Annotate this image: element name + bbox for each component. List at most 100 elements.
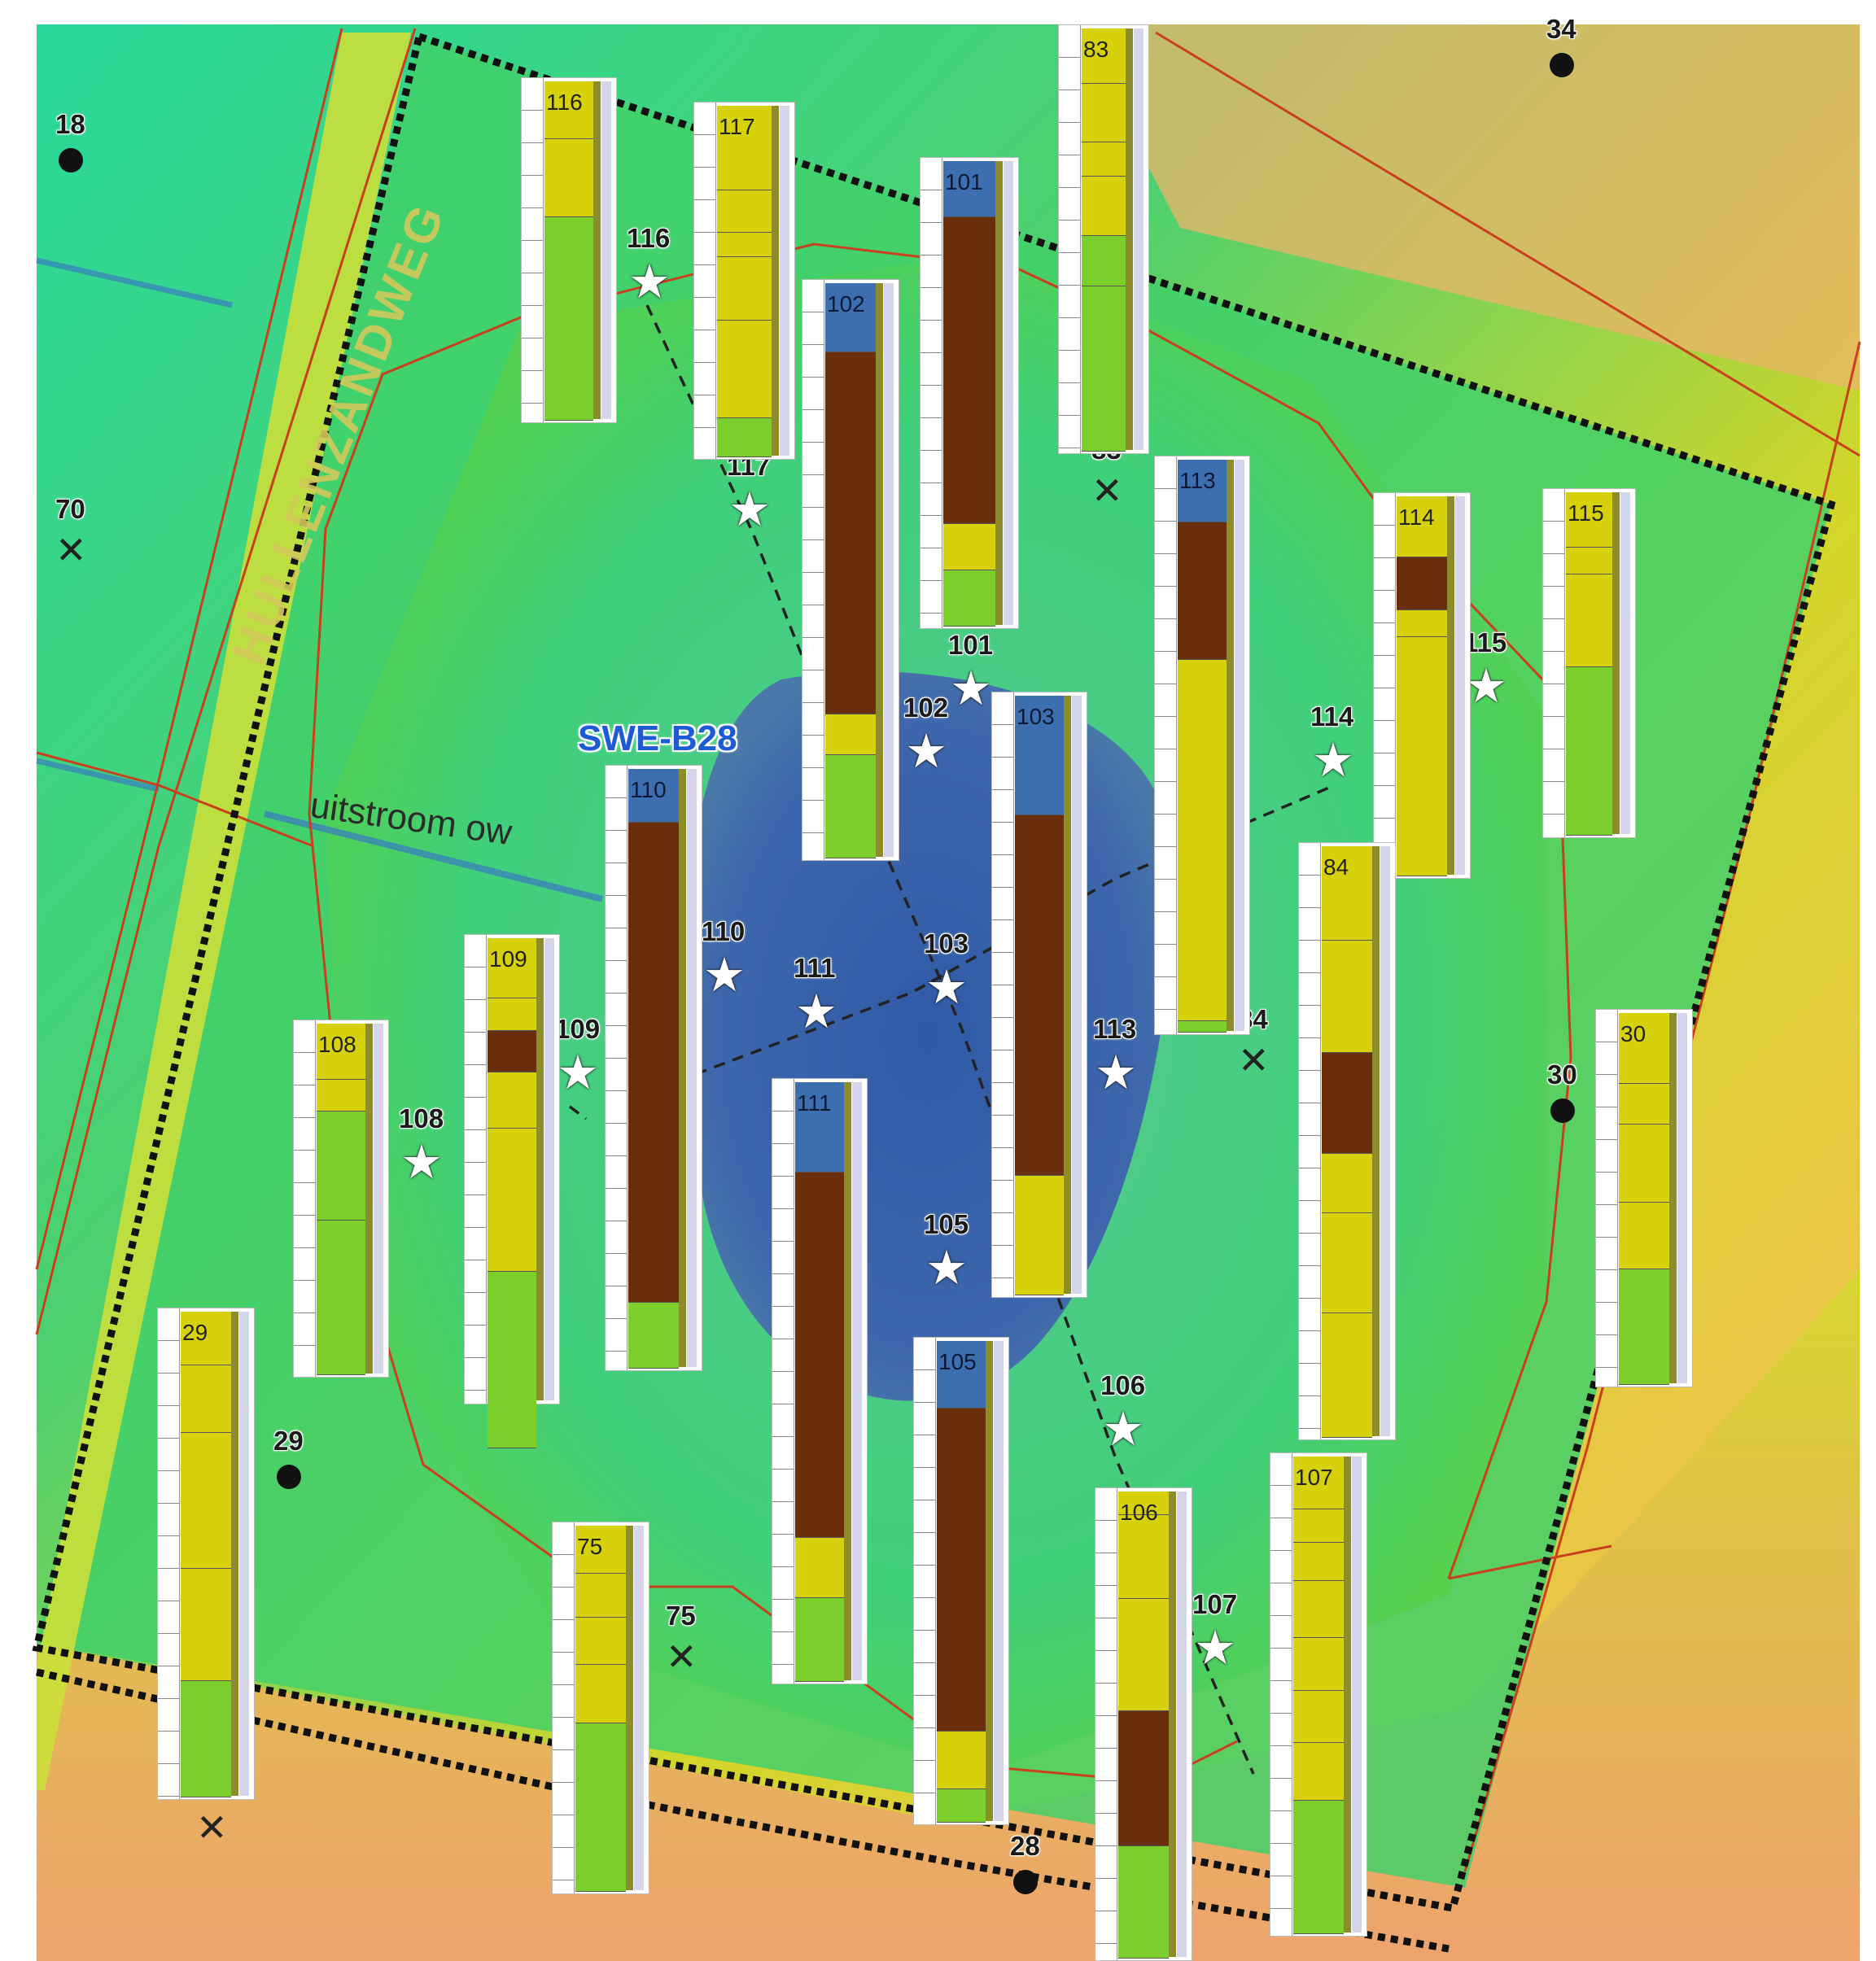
borehole-star-icon[interactable]: ★	[728, 483, 771, 536]
layer-sand	[717, 320, 772, 419]
lithology-column	[1178, 456, 1227, 1034]
layer-water	[1015, 696, 1064, 816]
layer-sand	[1322, 1313, 1372, 1438]
layer-sand	[1566, 492, 1612, 548]
layer-sand	[1015, 1175, 1064, 1295]
depth-scale	[1543, 489, 1565, 837]
point-label: 105	[924, 1209, 969, 1239]
borehole-star-icon[interactable]: ★	[925, 961, 968, 1014]
layer-sand	[1293, 1638, 1344, 1691]
ditch-north	[36, 257, 233, 308]
borehole-log[interactable]: 115	[1542, 488, 1636, 838]
point-label: 106	[1100, 1370, 1146, 1400]
lithology-column	[1082, 25, 1126, 453]
borehole-star-icon[interactable]: ★	[1095, 1046, 1137, 1099]
layer-clay	[717, 418, 772, 457]
layer-sand	[1619, 1013, 1669, 1084]
layer-sand	[488, 998, 536, 1031]
depth-scale	[553, 1522, 575, 1893]
layer-sand	[1082, 177, 1126, 236]
borehole-log-title: 107	[1295, 1465, 1333, 1490]
texture-strip	[365, 1024, 373, 1374]
layer-sand	[943, 524, 995, 571]
borehole-log[interactable]: 110	[605, 765, 702, 1371]
borehole-log[interactable]: 29	[157, 1308, 255, 1800]
borehole-log[interactable]: 103	[991, 692, 1087, 1298]
existing-point-dot-icon[interactable]	[1550, 53, 1574, 77]
borehole-star-icon[interactable]: ★	[950, 662, 992, 715]
texture-strip	[593, 81, 601, 419]
borehole-log-title: 109	[489, 946, 527, 972]
point-label: 111	[794, 953, 836, 983]
layer-clay	[544, 216, 593, 421]
cross-point-icon[interactable]: ✕	[55, 528, 87, 572]
borehole-log[interactable]: 75	[552, 1522, 649, 1894]
borehole-star-icon[interactable]: ★	[628, 255, 671, 308]
layer-clay	[1566, 667, 1612, 836]
borehole-star-icon[interactable]: ★	[925, 1242, 968, 1295]
borehole-log[interactable]: 30	[1595, 1009, 1693, 1387]
study-boundary-south	[36, 1668, 1450, 1953]
borehole-star-icon[interactable]: ★	[557, 1046, 599, 1099]
lithology-column	[943, 158, 995, 628]
borehole-star-icon[interactable]: ★	[400, 1136, 443, 1189]
layer-sand	[1118, 1599, 1169, 1711]
depth-scale	[921, 158, 942, 628]
borehole-star-icon[interactable]: ★	[1465, 660, 1507, 713]
existing-point-dot-icon[interactable]	[59, 148, 83, 173]
layer-sand	[544, 81, 593, 139]
borehole-star-icon[interactable]: ★	[795, 985, 837, 1038]
cross-point-icon[interactable]: ✕	[1091, 469, 1123, 513]
lithology-column	[488, 935, 536, 1448]
borehole-log[interactable]: 108	[293, 1020, 389, 1378]
borehole-log[interactable]: 114	[1373, 492, 1471, 879]
layer-clay	[1178, 1020, 1227, 1033]
borehole-star-icon[interactable]: ★	[1102, 1403, 1144, 1456]
borehole-log[interactable]: 84	[1298, 842, 1396, 1440]
borehole-star-icon[interactable]: ★	[1312, 734, 1354, 787]
existing-point-dot-icon[interactable]	[1013, 1870, 1038, 1894]
borehole-log[interactable]: 106	[1095, 1487, 1192, 1961]
layer-peat	[1015, 815, 1064, 1176]
cross-point-icon[interactable]: ✕	[1238, 1038, 1270, 1082]
texture-strip	[1227, 460, 1234, 1031]
borehole-log[interactable]: 117	[693, 102, 795, 460]
borehole-log[interactable]: 116	[521, 77, 617, 423]
layer-sand	[575, 1665, 626, 1723]
layer-sand	[1322, 1154, 1372, 1213]
layer-sand	[1322, 941, 1372, 1054]
borehole-log[interactable]: 83	[1058, 24, 1149, 454]
cross-point-icon[interactable]: ✕	[666, 1635, 697, 1679]
cross-point-icon[interactable]: ✕	[196, 1806, 228, 1850]
existing-point-dot-icon[interactable]	[1550, 1098, 1575, 1123]
lithology-column	[825, 280, 876, 860]
depth-scale	[465, 935, 487, 1404]
borehole-log[interactable]: 113	[1154, 456, 1250, 1035]
borehole-log[interactable]: 111	[772, 1078, 868, 1684]
layer-sand	[1293, 1542, 1344, 1581]
borehole-log-title: 83	[1083, 37, 1109, 62]
annotation-strip	[884, 283, 894, 857]
layer-sand	[717, 232, 772, 257]
texture-strip	[1612, 492, 1620, 834]
layer-sand	[181, 1312, 231, 1365]
borehole-log-title: 115	[1568, 500, 1604, 526]
borehole-log[interactable]: 105	[913, 1337, 1009, 1825]
existing-point-dot-icon[interactable]	[277, 1465, 301, 1489]
annotation-strip	[544, 938, 554, 1400]
point-label: 107	[1192, 1589, 1238, 1619]
borehole-star-icon[interactable]: ★	[1194, 1622, 1236, 1675]
borehole-log[interactable]: 102	[802, 279, 899, 861]
borehole-star-icon[interactable]: ★	[905, 725, 947, 778]
lithology-column	[1322, 843, 1372, 1439]
borehole-log[interactable]: 107	[1270, 1452, 1367, 1937]
layer-sand	[717, 256, 772, 321]
lithology-column	[1397, 493, 1447, 878]
borehole-log[interactable]: 109	[464, 934, 560, 1448]
borehole-log[interactable]: 101	[920, 157, 1019, 629]
borehole-log-title: 103	[1017, 704, 1055, 729]
layer-peat	[1397, 557, 1447, 611]
texture-strip	[1169, 1491, 1176, 1957]
borehole-star-icon[interactable]: ★	[703, 949, 746, 1002]
texture-strip	[1344, 1457, 1351, 1933]
